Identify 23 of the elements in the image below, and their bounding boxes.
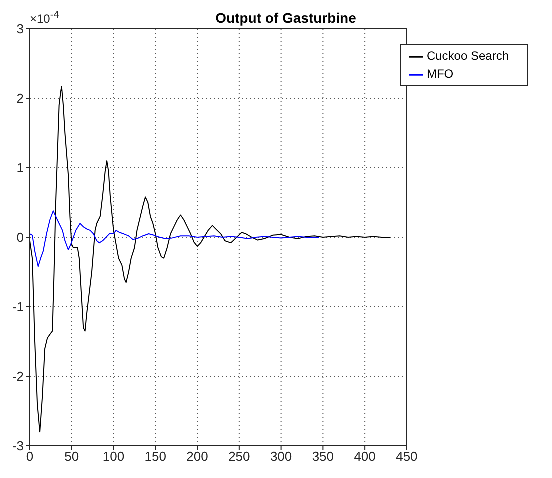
text: ×10$^{-4}$ xyxy=(30,10,60,26)
legend-label: Cuckoo Search xyxy=(426,49,509,63)
y-tick-label: 2 xyxy=(16,91,24,106)
y-tick-label: 1 xyxy=(16,160,24,176)
x-tick-label: 150 xyxy=(144,449,167,464)
line-series xyxy=(30,210,320,268)
x-tick-label: 300 xyxy=(270,449,292,464)
x-tick-label: 350 xyxy=(312,449,334,464)
y-tick-label: -3 xyxy=(12,438,24,454)
y-tick-label: 0 xyxy=(16,230,24,246)
chart-title: Output of Gasturbine xyxy=(216,10,356,26)
x-tick-label: 0 xyxy=(26,449,34,464)
x-tick-label: 200 xyxy=(186,449,208,464)
x-tick-label: 400 xyxy=(354,449,376,464)
y-tick-label: -2 xyxy=(12,369,24,384)
x-tick-label: 50 xyxy=(64,449,80,464)
legend-label: MFO xyxy=(426,67,454,81)
line-series xyxy=(30,86,391,433)
x-tick-label: 450 xyxy=(396,449,418,464)
x-tick-label: 100 xyxy=(102,449,125,464)
y-tick-label: 3 xyxy=(16,22,24,37)
x-tick-label: 250 xyxy=(228,449,250,464)
y-tick-label: -1 xyxy=(12,300,24,315)
